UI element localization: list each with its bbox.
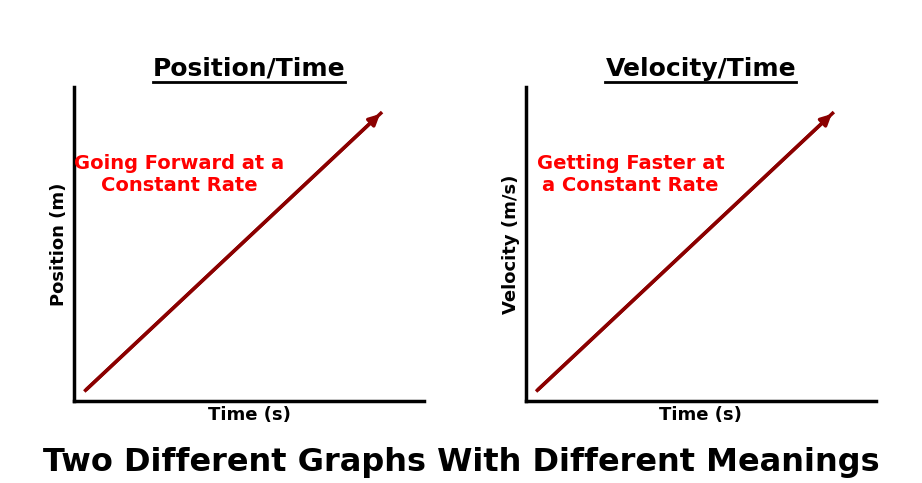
Y-axis label: Position (m): Position (m) xyxy=(50,182,68,306)
X-axis label: Time (s): Time (s) xyxy=(207,407,290,425)
X-axis label: Time (s): Time (s) xyxy=(659,407,742,425)
Text: Going Forward at a
Constant Rate: Going Forward at a Constant Rate xyxy=(74,155,284,195)
Title: Position/Time: Position/Time xyxy=(153,57,345,81)
Text: Getting Faster at
a Constant Rate: Getting Faster at a Constant Rate xyxy=(537,155,725,195)
Text: Two Different Graphs With Different Meanings: Two Different Graphs With Different Mean… xyxy=(42,447,880,478)
Title: Velocity/Time: Velocity/Time xyxy=(606,57,796,81)
Y-axis label: Velocity (m/s): Velocity (m/s) xyxy=(502,174,520,313)
